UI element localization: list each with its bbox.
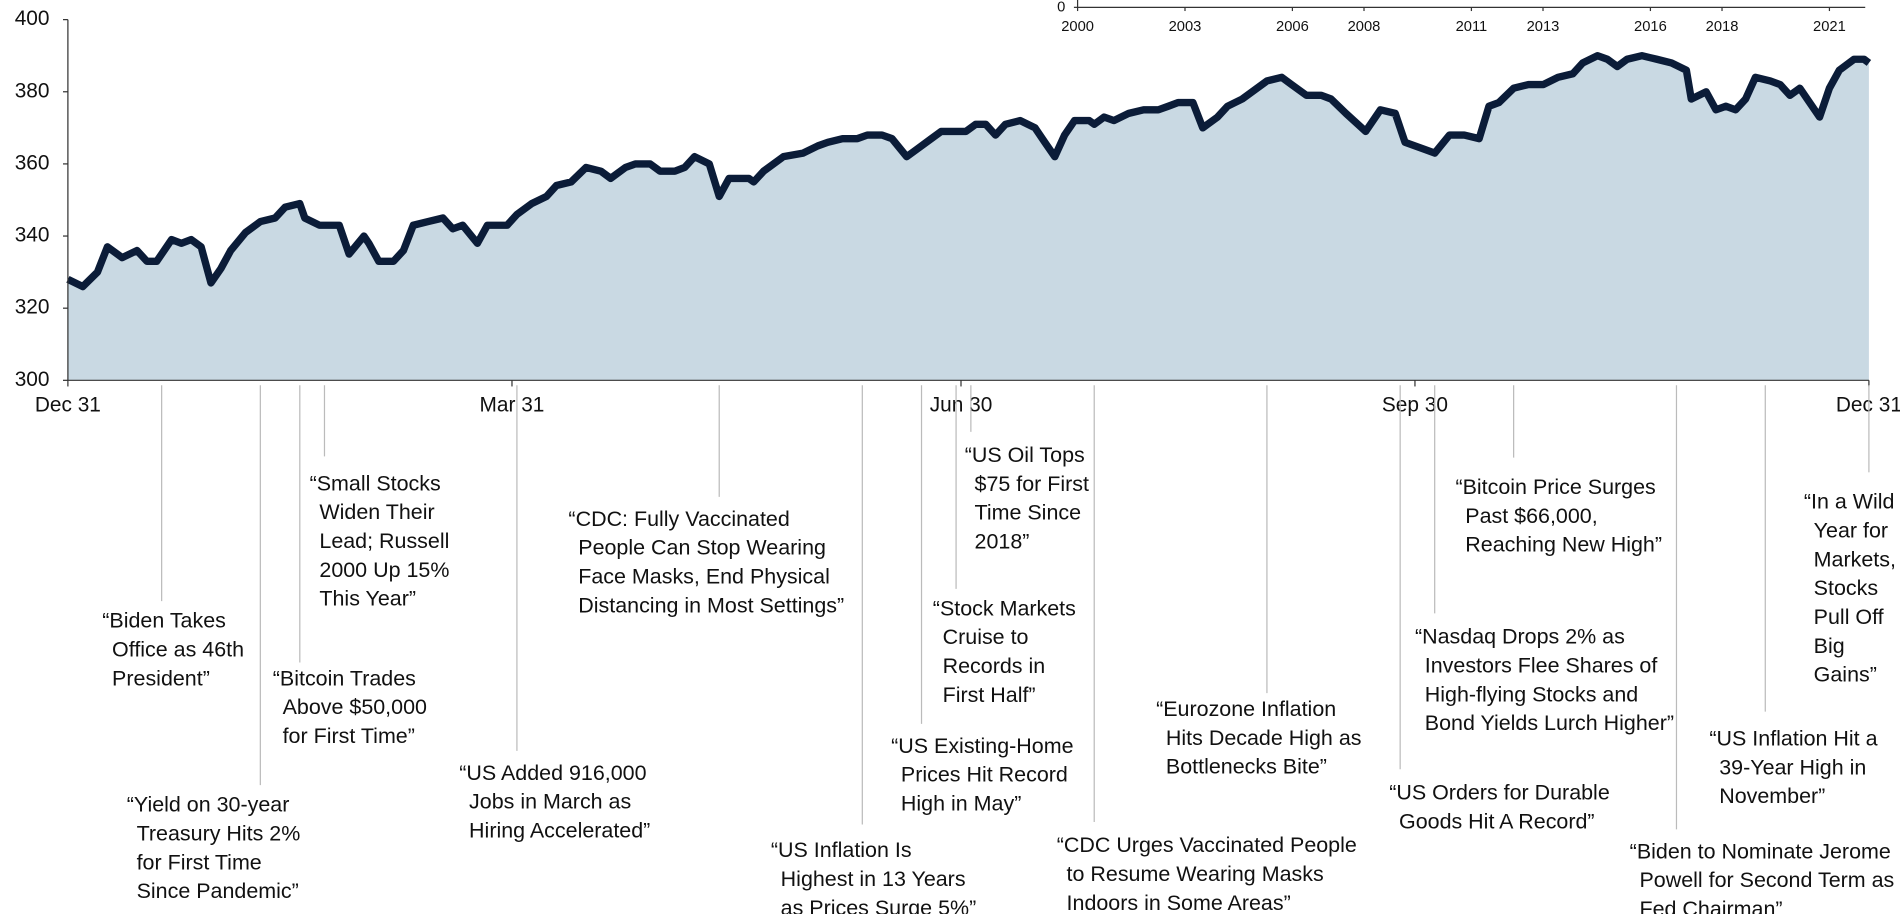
annotation-text: Widen Their	[319, 500, 434, 524]
annotation-text: This Year”	[319, 587, 416, 611]
annotation-text: Past $66,000,	[1465, 504, 1597, 528]
inset-x-tick-label: 2000	[1061, 19, 1094, 35]
annotation-text: 2000 Up 15%	[319, 558, 449, 582]
annotation-text: “US Inflation Hit a	[1709, 726, 1877, 750]
annotation-text: Highest in 13 Years	[781, 867, 966, 891]
inset-x-tick-label: 2006	[1276, 19, 1309, 35]
annotation-text: Powell for Second Term as	[1639, 868, 1894, 892]
annotation-text: Stocks	[1814, 576, 1878, 600]
inset-x-tick-label: 2018	[1706, 19, 1739, 35]
annotation-text: “Small Stocks	[310, 471, 441, 495]
annotation-text: First Half”	[943, 683, 1036, 707]
annotation-text: High in May”	[901, 791, 1021, 815]
annotation-text: Reaching New High”	[1465, 533, 1662, 557]
inset-x-tick-label: 2003	[1169, 19, 1202, 35]
annotation-text: “In a Wild	[1804, 490, 1895, 514]
annotation-text: as Prices Surge 5%”	[781, 896, 977, 914]
annotation-text: 2018”	[975, 530, 1030, 554]
annotation-text: President”	[112, 666, 210, 690]
y-tick-label: 320	[15, 296, 50, 319]
annotation-text: Cruise to	[943, 625, 1029, 649]
annotation-text: Prices Hit Record	[901, 763, 1068, 787]
annotation-text: Bond Yields Lurch Higher”	[1425, 711, 1674, 735]
annotation-text: Treasury Hits 2%	[137, 822, 301, 846]
annotation-text: Distancing in Most Settings”	[578, 593, 844, 617]
x-tick-label: Dec 31	[1836, 394, 1900, 417]
annotation-text: “US Existing-Home	[891, 734, 1073, 758]
annotation-text: Fed Chairman”	[1639, 897, 1782, 914]
annotation-text: Time Since	[975, 501, 1082, 525]
y-tick-label: 300	[15, 368, 50, 391]
annotation-text: Big	[1814, 634, 1845, 658]
annotation-text: Goods Hit A Record”	[1399, 809, 1595, 833]
annotation-text: Hits Decade High as	[1166, 726, 1362, 750]
annotation-text: Records in	[943, 654, 1046, 678]
annotation-text: Above $50,000	[283, 695, 427, 719]
inset-x-tick-label: 2021	[1813, 19, 1846, 35]
x-tick-label: Sep 30	[1382, 394, 1448, 417]
y-tick-label: 380	[15, 79, 50, 102]
annotation-text: “US Inflation Is	[771, 838, 912, 862]
annotation-text: Since Pandemic”	[137, 879, 299, 903]
annotation-text: “US Orders for Durable	[1389, 780, 1610, 804]
annotation-text: “Nasdaq Drops 2% as	[1415, 625, 1625, 649]
inset-y-tick-label: 0	[1057, 0, 1065, 15]
annotation-text: Lead; Russell	[319, 529, 449, 553]
annotation-text: People Can Stop Wearing	[578, 536, 826, 560]
annotation-text: “CDC: Fully Vaccinated	[568, 507, 789, 531]
annotation-text: Investors Flee Shares of	[1425, 653, 1658, 677]
annotation-text: 39-Year High in	[1719, 755, 1866, 779]
annotation-text: Hiring Accelerated”	[469, 818, 650, 842]
annotation-text: “Eurozone Inflation	[1156, 697, 1336, 721]
annotation-text: Gains”	[1814, 663, 1877, 687]
annotation-text: for First Time”	[283, 724, 415, 748]
annotation-text: Jobs in March as	[469, 790, 631, 814]
annotation-text: “Yield on 30-year	[127, 793, 290, 817]
inset-x-tick-label: 2016	[1634, 19, 1667, 35]
annotation-text: $75 for First	[975, 472, 1089, 496]
annotation-text: “Bitcoin Price Surges	[1455, 475, 1655, 499]
area-line	[66, 52, 1872, 291]
inset-x-tick-label: 2011	[1456, 19, 1488, 35]
annotation-text: Bottlenecks Bite”	[1166, 755, 1327, 779]
area-fill	[67, 55, 1869, 381]
x-tick-label: Dec 31	[35, 394, 101, 417]
annotation-text: “CDC Urges Vaccinated People	[1057, 833, 1357, 857]
y-tick-label: 360	[15, 151, 50, 174]
annotation-text: “US Added 916,000	[459, 761, 646, 785]
inset-x-tick-label: 2008	[1348, 19, 1381, 35]
x-tick-label: Mar 31	[480, 394, 545, 417]
annotation-text: “Biden Takes	[102, 609, 226, 633]
annotation-text: “Biden to Nominate Jerome	[1630, 839, 1891, 863]
annotation-text: “Bitcoin Trades	[273, 666, 416, 690]
annotation-text: Face Masks, End Physical	[578, 565, 830, 589]
inset-x-tick-label: 2013	[1527, 19, 1560, 35]
annotation-text: November”	[1719, 784, 1825, 808]
annotation-text: Year for	[1814, 519, 1888, 543]
annotation-text: for First Time	[137, 850, 262, 874]
annotation-text: to Resume Wearing Masks	[1067, 862, 1324, 886]
annotation-text: “Stock Markets	[933, 596, 1076, 620]
annotation-text: Markets,	[1814, 547, 1896, 571]
annotation-text: Pull Off	[1814, 605, 1884, 629]
x-tick-label: Jun 30	[930, 394, 993, 417]
annotation-text: Indoors in Some Areas”	[1067, 891, 1291, 914]
annotation-text: High-flying Stocks and	[1425, 682, 1638, 706]
annotation-text: Office as 46th	[112, 638, 244, 662]
annotation-text: “US Oil Tops	[965, 443, 1085, 467]
y-tick-label: 400	[15, 7, 50, 30]
y-tick-label: 340	[15, 224, 50, 247]
